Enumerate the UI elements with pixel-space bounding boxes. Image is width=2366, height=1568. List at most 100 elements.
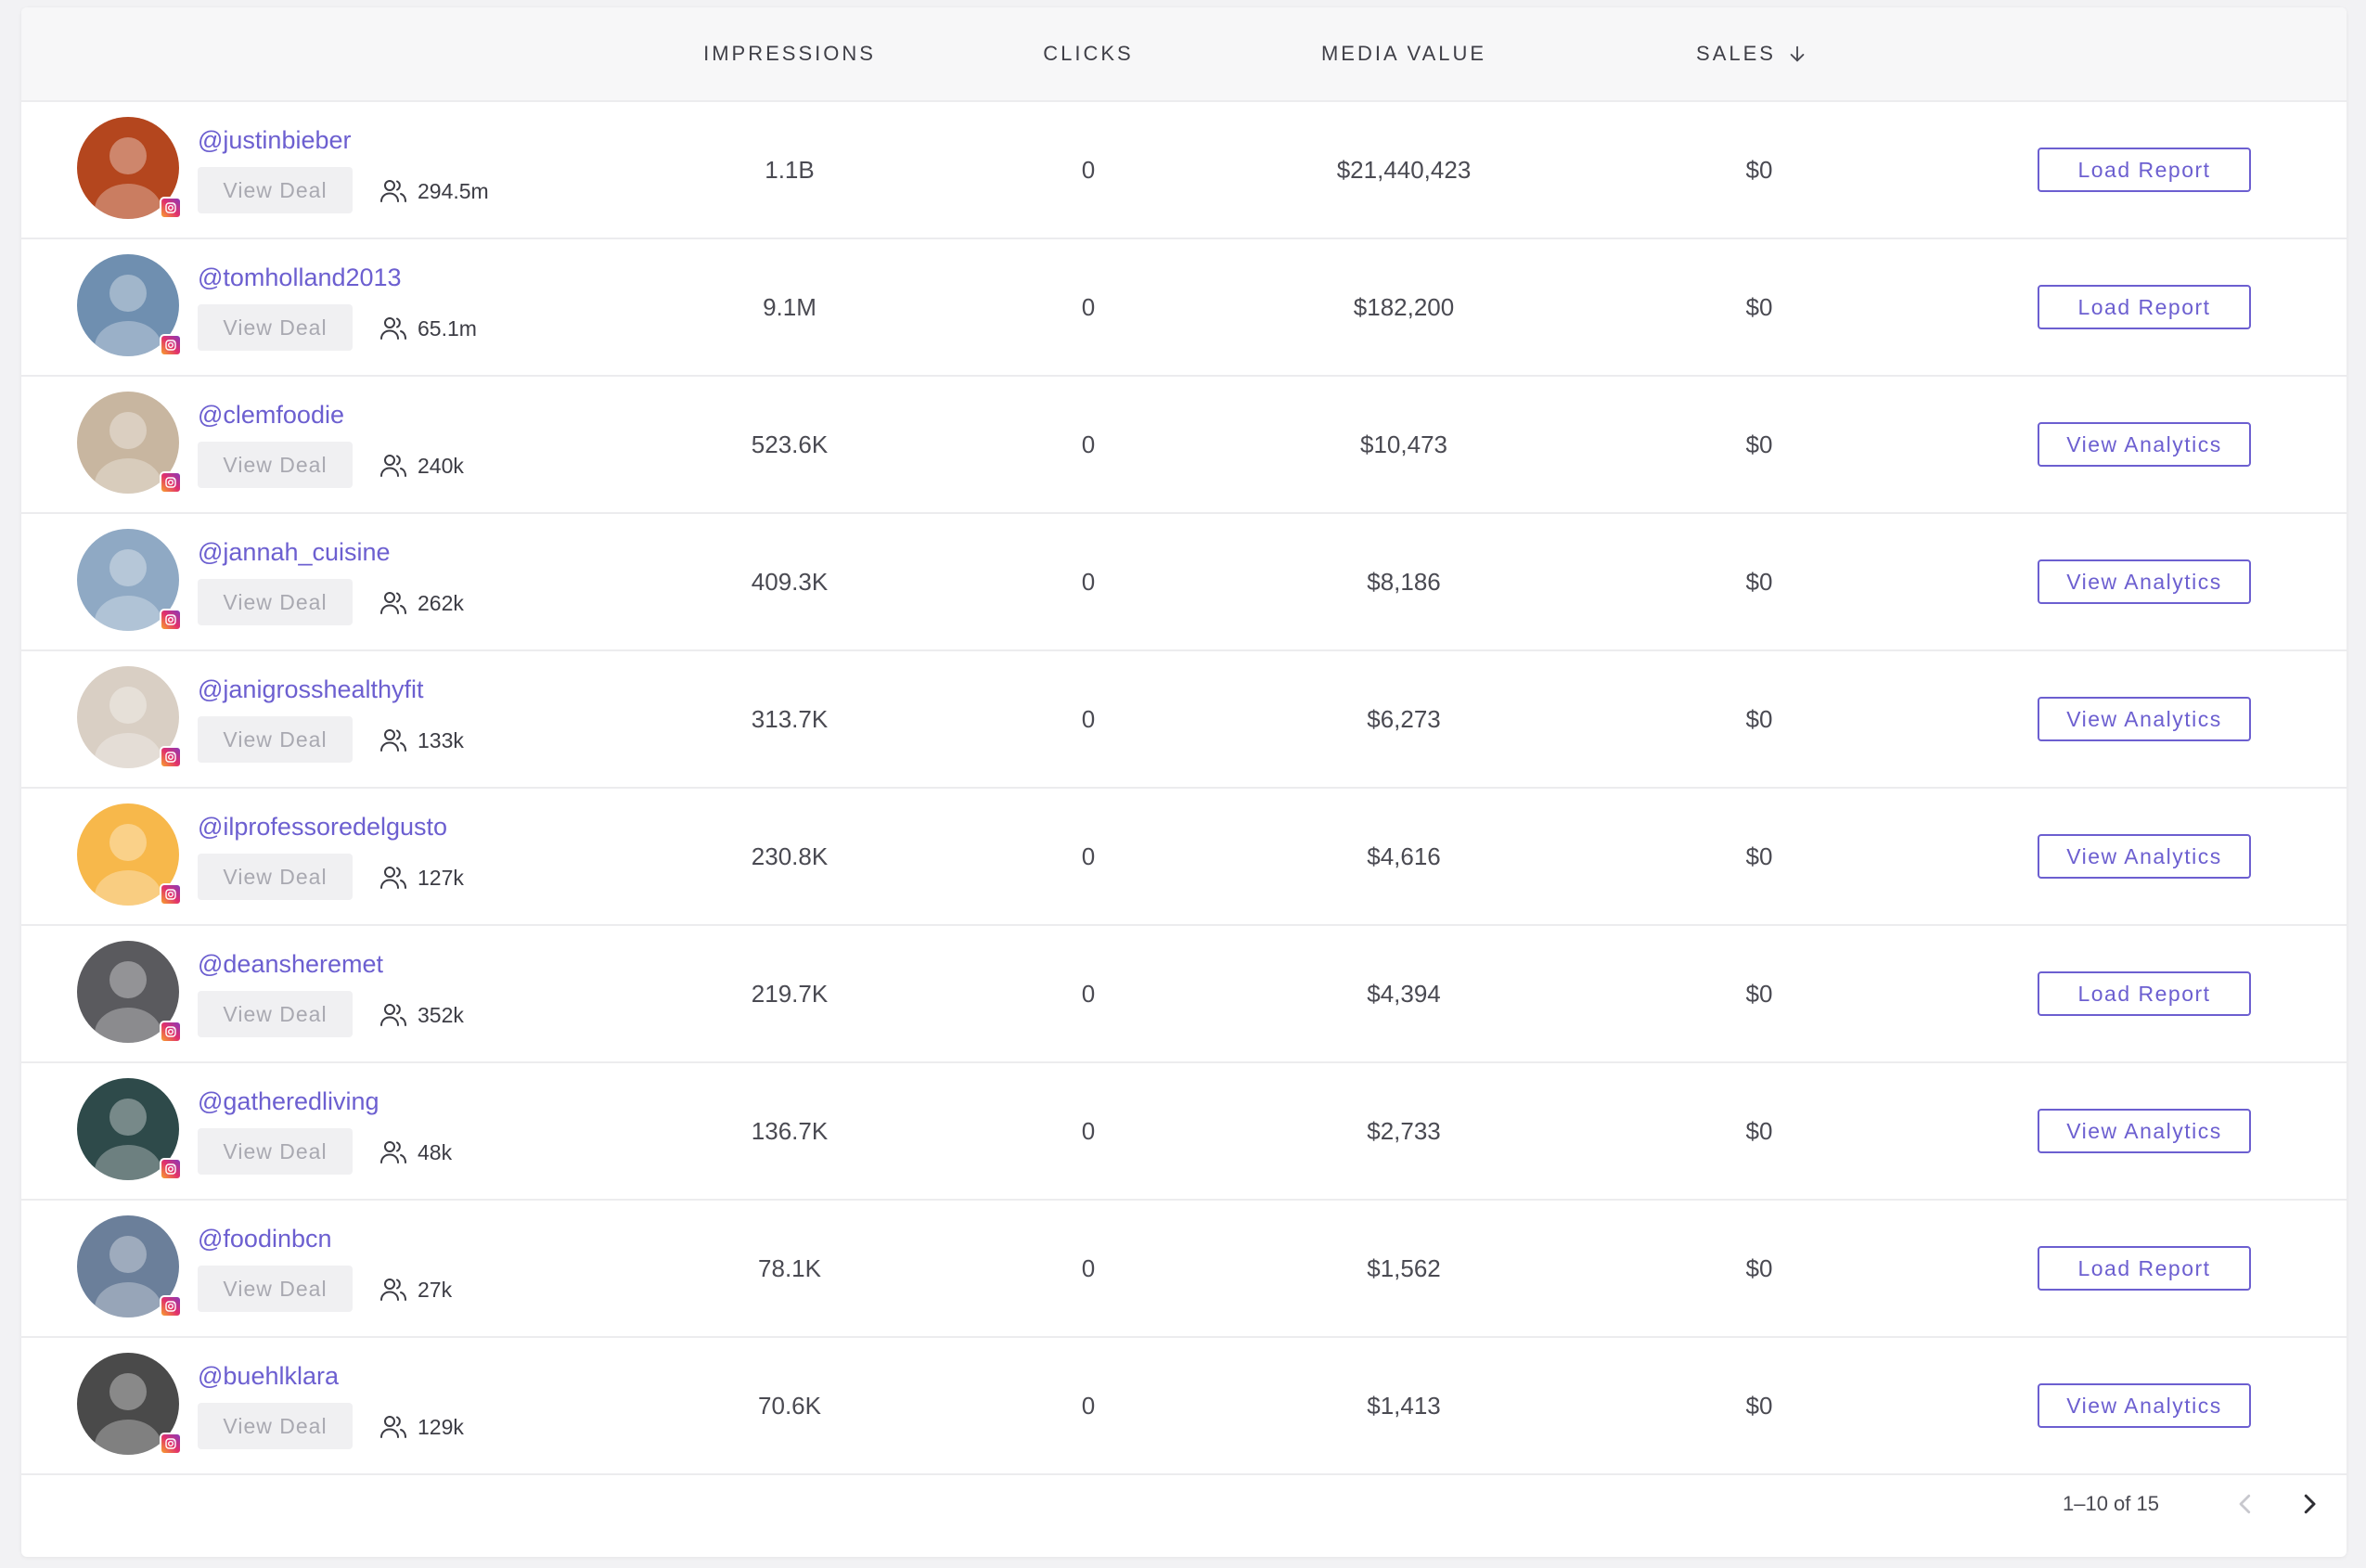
row-action-button[interactable]: View Analytics: [2038, 1383, 2251, 1428]
follower-count: 262k: [379, 586, 464, 620]
row-action-button[interactable]: Load Report: [2038, 148, 2251, 192]
view-deal-button[interactable]: View Deal: [198, 716, 353, 763]
influencer-handle-link[interactable]: @janigrosshealthyfit: [198, 675, 424, 703]
users-icon: [380, 455, 406, 477]
table-row: @jannah_cuisine View Deal 262k 409.3K 0 …: [21, 514, 2347, 651]
influencer-handle-link[interactable]: @justinbieber: [198, 126, 352, 154]
follower-count: 127k: [379, 861, 464, 894]
influencer-handle-link[interactable]: @gatheredliving: [198, 1087, 379, 1115]
follower-count-value: 129k: [418, 1414, 464, 1439]
users-icon: [380, 1416, 406, 1438]
impressions-cell: 523.6K: [751, 431, 829, 458]
impressions-cell: 136.7K: [751, 1117, 829, 1145]
view-deal-button[interactable]: View Deal: [198, 854, 353, 900]
media-value-cell: $6,273: [1367, 705, 1441, 733]
influencer-handle-link[interactable]: @deansheremet: [198, 950, 384, 978]
sales-cell: $0: [1745, 705, 1773, 733]
chevron-right-icon: [2304, 1494, 2316, 1514]
users-icon: [380, 729, 406, 752]
column-header-sales[interactable]: SALES: [1696, 7, 1807, 100]
clicks-cell: 0: [1081, 705, 1096, 733]
follower-count-value: 48k: [418, 1139, 453, 1164]
table-row: @justinbieber View Deal 294.5m 1.1B 0 $2…: [21, 102, 2347, 239]
sales-cell: $0: [1745, 156, 1773, 184]
table-row: @clemfoodie View Deal 240k 523.6K 0 $10,…: [21, 377, 2347, 514]
avatar[interactable]: [77, 803, 179, 906]
influencer-handle-link[interactable]: @ilprofessoredelgusto: [198, 813, 448, 841]
view-deal-button[interactable]: View Deal: [198, 579, 353, 625]
influencer-handle-link[interactable]: @jannah_cuisine: [198, 538, 391, 566]
clicks-cell: 0: [1081, 431, 1096, 458]
clicks-cell: 0: [1081, 980, 1096, 1008]
table-row: @gatheredliving View Deal 48k 136.7K 0 $…: [21, 1063, 2347, 1201]
view-deal-button[interactable]: View Deal: [198, 1266, 353, 1312]
follower-count: 294.5m: [379, 174, 489, 208]
view-deal-button[interactable]: View Deal: [198, 1403, 353, 1449]
instagram-icon: [160, 471, 182, 494]
table-row: @janigrosshealthyfit View Deal 133k 313.…: [21, 651, 2347, 789]
column-header-clicks[interactable]: CLICKS: [1043, 42, 1134, 65]
influencer-handle-link[interactable]: @buehlklara: [198, 1362, 339, 1390]
row-action-button[interactable]: View Analytics: [2038, 697, 2251, 741]
avatar-image: [77, 1353, 179, 1455]
avatar[interactable]: [77, 941, 179, 1043]
row-action-button[interactable]: View Analytics: [2038, 559, 2251, 604]
sales-cell: $0: [1745, 1254, 1773, 1282]
column-header-media-value[interactable]: MEDIA VALUE: [1320, 42, 1487, 65]
instagram-icon: [160, 197, 182, 219]
follower-count-value: 294.5m: [418, 178, 489, 203]
follower-count: 129k: [379, 1410, 464, 1444]
clicks-cell: 0: [1081, 842, 1096, 870]
view-deal-button[interactable]: View Deal: [198, 167, 353, 213]
table-row: @deansheremet View Deal 352k 219.7K 0 $4…: [21, 926, 2347, 1063]
row-action-button[interactable]: View Analytics: [2038, 1109, 2251, 1153]
follower-count-value: 240k: [418, 453, 464, 478]
row-action-button[interactable]: Load Report: [2038, 285, 2251, 329]
next-page-button[interactable]: [2286, 1481, 2333, 1527]
clicks-cell: 0: [1081, 156, 1096, 184]
prev-page-button[interactable]: [2222, 1481, 2269, 1527]
users-icon: [380, 1141, 406, 1163]
users-icon: [380, 867, 406, 889]
instagram-icon: [160, 883, 182, 906]
table-row: @ilprofessoredelgusto View Deal 127k 230…: [21, 789, 2347, 926]
clicks-cell: 0: [1081, 293, 1096, 321]
avatar[interactable]: [77, 1353, 179, 1455]
follower-count-value: 27k: [418, 1277, 453, 1302]
clicks-cell: 0: [1081, 568, 1096, 596]
avatar-image: [77, 941, 179, 1043]
arrow-down-icon: [1790, 45, 1805, 62]
media-value-cell: $1,413: [1367, 1392, 1441, 1420]
row-action-button[interactable]: View Analytics: [2038, 422, 2251, 467]
users-icon: [380, 317, 406, 340]
follower-count-value: 127k: [418, 865, 464, 890]
instagram-icon: [160, 1295, 182, 1317]
influencer-handle-link[interactable]: @foodinbcn: [198, 1225, 332, 1253]
row-action-button[interactable]: View Analytics: [2038, 834, 2251, 879]
row-action-button[interactable]: Load Report: [2038, 1246, 2251, 1291]
instagram-icon: [160, 746, 182, 768]
users-icon: [380, 592, 406, 614]
view-deal-button[interactable]: View Deal: [198, 442, 353, 488]
table-row: @buehlklara View Deal 129k 70.6K 0 $1,41…: [21, 1338, 2347, 1475]
media-value-cell: $8,186: [1367, 568, 1441, 596]
table-row: @foodinbcn View Deal 27k 78.1K 0 $1,562 …: [21, 1201, 2347, 1338]
influencer-handle-link[interactable]: @tomholland2013: [198, 263, 402, 291]
sales-cell: $0: [1745, 842, 1773, 870]
impressions-cell: 219.7K: [751, 980, 829, 1008]
instagram-icon: [160, 1158, 182, 1180]
impressions-cell: 409.3K: [751, 568, 829, 596]
influencer-handle-link[interactable]: @clemfoodie: [198, 401, 344, 429]
follower-count: 352k: [379, 998, 464, 1032]
media-value-cell: $182,200: [1353, 293, 1455, 321]
column-header-impressions[interactable]: IMPRESSIONS: [703, 42, 876, 65]
instagram-icon: [160, 1433, 182, 1455]
row-action-button[interactable]: Load Report: [2038, 971, 2251, 1016]
view-deal-button[interactable]: View Deal: [198, 991, 353, 1037]
view-deal-button[interactable]: View Deal: [198, 1128, 353, 1175]
chevron-left-icon: [2239, 1494, 2251, 1514]
impressions-cell: 70.6K: [758, 1392, 821, 1420]
avatar[interactable]: [77, 117, 179, 219]
sales-cell: $0: [1745, 1117, 1773, 1145]
view-deal-button[interactable]: View Deal: [198, 304, 353, 351]
